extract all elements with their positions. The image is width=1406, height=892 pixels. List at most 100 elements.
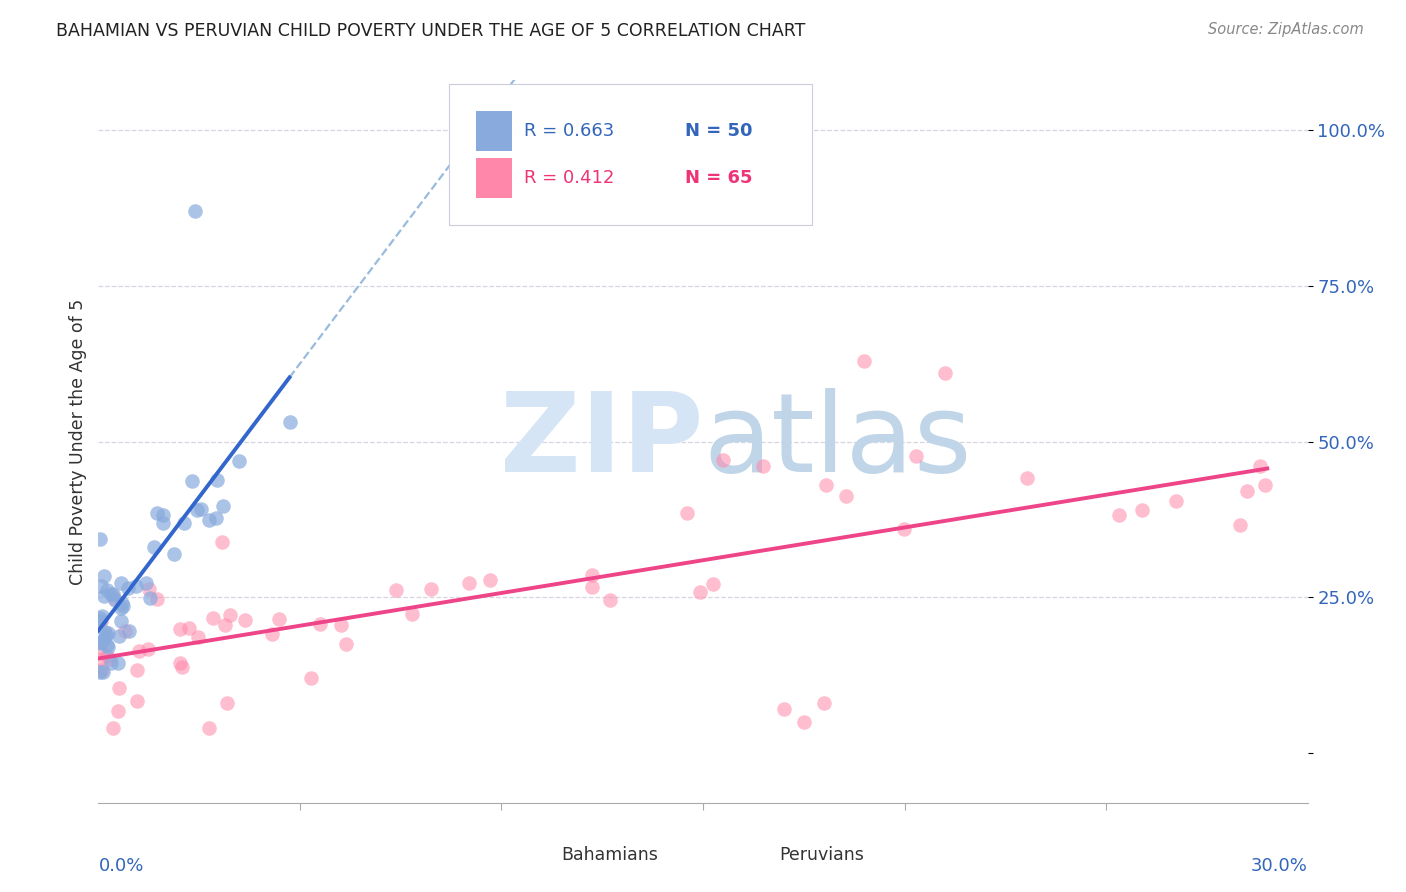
Point: [89, 611, 111, 625]
Point: [90, 663, 112, 677]
Point: [172, 660, 194, 674]
Point: [96, 625, 118, 640]
Point: [93, 632, 115, 646]
Point: [163, 547, 186, 561]
Point: [97, 640, 120, 654]
Point: [90, 608, 112, 623]
Point: [89, 665, 111, 679]
Point: [675, 506, 697, 520]
Point: [1166, 494, 1188, 508]
Point: [1108, 508, 1130, 522]
Point: [184, 204, 207, 219]
Point: [103, 591, 125, 606]
Text: N = 50: N = 50: [685, 122, 752, 140]
Point: [385, 582, 408, 597]
Point: [181, 475, 204, 489]
Text: Bahamians: Bahamians: [561, 846, 658, 863]
Point: [89, 615, 111, 629]
Point: [197, 513, 219, 527]
Point: [211, 535, 233, 549]
Point: [214, 618, 236, 632]
Point: [335, 637, 357, 651]
Point: [599, 593, 621, 607]
Point: [814, 477, 837, 491]
Point: [94, 627, 117, 641]
Point: [793, 714, 815, 729]
Point: [581, 567, 603, 582]
Point: [138, 642, 160, 657]
Point: [1229, 517, 1251, 532]
Text: atlas: atlas: [703, 388, 972, 495]
Point: [1130, 503, 1153, 517]
Point: [215, 697, 238, 711]
Point: [152, 508, 174, 522]
Point: [278, 415, 301, 429]
Point: [98, 652, 121, 666]
Point: [269, 612, 291, 626]
Point: [100, 656, 122, 670]
Point: [419, 582, 441, 596]
Point: [813, 696, 835, 710]
Point: [89, 636, 111, 650]
Point: [478, 573, 501, 587]
Text: ZIP: ZIP: [499, 388, 703, 495]
Point: [110, 614, 132, 628]
Point: [173, 516, 195, 531]
Point: [401, 607, 423, 621]
Point: [169, 622, 191, 636]
Text: R = 0.412: R = 0.412: [524, 169, 614, 186]
Point: [1236, 484, 1258, 499]
Point: [177, 621, 200, 635]
Point: [772, 702, 794, 716]
Text: N = 65: N = 65: [685, 169, 752, 186]
Point: [135, 576, 157, 591]
Bar: [527, 844, 554, 870]
Point: [309, 617, 332, 632]
Text: R = 0.663: R = 0.663: [524, 122, 614, 140]
Point: [205, 511, 228, 525]
Point: [91, 665, 114, 679]
Point: [190, 501, 212, 516]
Point: [201, 611, 224, 625]
Point: [711, 453, 734, 467]
Text: 0.0%: 0.0%: [98, 857, 143, 875]
Point: [89, 532, 111, 546]
Point: [702, 577, 724, 591]
Point: [1254, 478, 1277, 492]
Text: Peruvians: Peruvians: [779, 846, 865, 863]
Point: [114, 624, 136, 639]
Point: [111, 596, 134, 610]
Point: [1249, 458, 1271, 473]
Point: [90, 579, 112, 593]
Text: 30.0%: 30.0%: [1251, 857, 1308, 875]
Point: [89, 641, 111, 656]
Point: [110, 576, 132, 591]
Point: [90, 614, 112, 628]
Point: [835, 489, 858, 503]
Point: [235, 613, 257, 627]
Point: [127, 693, 149, 707]
Y-axis label: Child Poverty Under the Age of 5: Child Poverty Under the Age of 5: [69, 299, 87, 584]
Point: [152, 516, 174, 530]
Point: [96, 638, 118, 652]
Point: [260, 627, 283, 641]
Point: [146, 506, 169, 520]
Point: [117, 581, 139, 595]
Point: [752, 459, 775, 474]
Point: [169, 657, 191, 671]
Point: [96, 648, 118, 663]
Point: [211, 500, 233, 514]
Point: [219, 608, 242, 623]
Point: [110, 601, 132, 615]
Point: [100, 587, 122, 601]
Point: [904, 450, 927, 464]
Point: [146, 592, 169, 607]
Point: [93, 569, 115, 583]
Text: BAHAMIAN VS PERUVIAN CHILD POVERTY UNDER THE AGE OF 5 CORRELATION CHART: BAHAMIAN VS PERUVIAN CHILD POVERTY UNDER…: [56, 22, 806, 40]
Point: [197, 721, 219, 735]
Point: [108, 681, 131, 695]
Point: [581, 581, 603, 595]
Point: [228, 454, 250, 468]
Point: [124, 579, 146, 593]
Point: [330, 618, 353, 632]
